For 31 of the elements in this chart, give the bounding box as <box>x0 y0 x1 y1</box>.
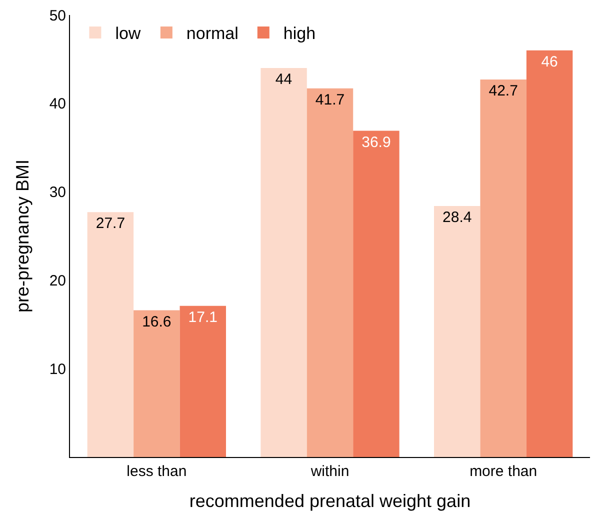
data-label: 36.9 <box>362 134 391 151</box>
x-tick-label: less than <box>126 463 187 480</box>
data-label: 16.6 <box>142 313 172 330</box>
y-tick-label: 20 <box>49 272 66 290</box>
data-label: 46 <box>541 53 558 70</box>
data-label: 28.4 <box>442 208 472 226</box>
y-tick-label: 30 <box>49 184 66 202</box>
y-axis-title: pre-pregnancy BMI <box>12 159 33 313</box>
data-label: 44 <box>275 71 292 88</box>
bar <box>353 130 400 457</box>
legend-label: normal <box>186 24 238 44</box>
data-label: 42.7 <box>488 82 518 100</box>
bar <box>434 206 480 457</box>
bar <box>306 88 354 457</box>
bar <box>87 212 134 457</box>
bar <box>260 68 307 457</box>
y-tick-label: 10 <box>49 360 66 378</box>
data-label: 41.7 <box>315 91 345 108</box>
x-tick-label: within <box>310 463 350 480</box>
bar <box>480 80 526 457</box>
data-label: 27.7 <box>96 215 126 232</box>
bar <box>180 306 226 457</box>
bar <box>526 50 573 457</box>
x-axis-title: recommended prenatal weight gain <box>189 491 471 512</box>
x-tick-label: more than <box>470 463 538 480</box>
y-tick-label: 50 <box>49 7 66 24</box>
data-label: 17.1 <box>188 308 218 326</box>
y-tick-label: 40 <box>49 96 66 113</box>
legend-label: low <box>115 24 142 44</box>
legend-label: high <box>283 24 316 44</box>
bar <box>134 310 180 457</box>
